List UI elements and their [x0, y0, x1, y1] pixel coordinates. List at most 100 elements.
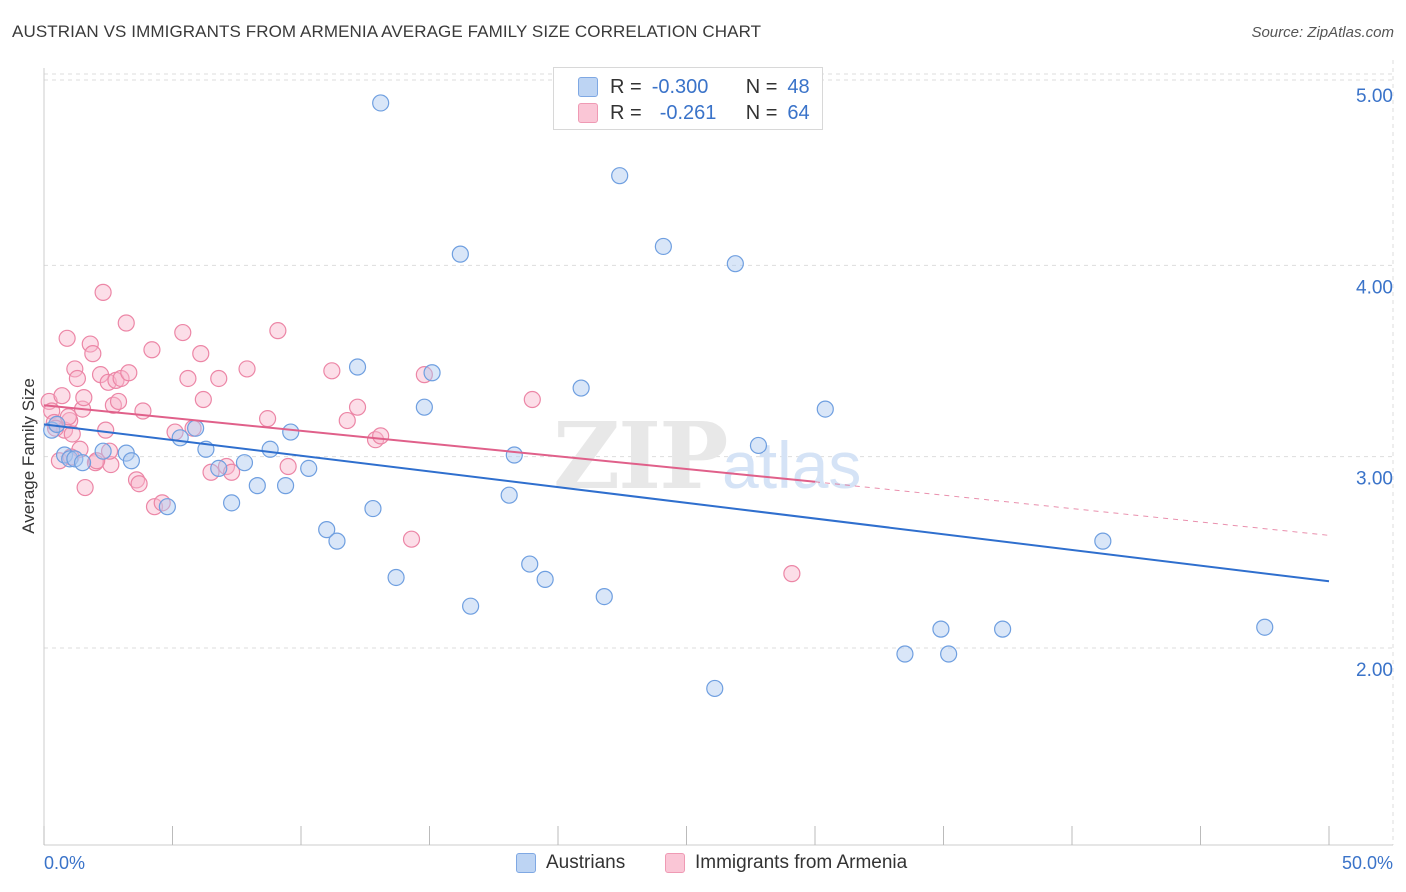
data-point-armenia: [68, 369, 87, 388]
data-point-armenia: [323, 362, 341, 380]
trend-line-austrians: [43, 423, 1330, 583]
data-point-austrians: [726, 255, 744, 273]
data-point-austrians: [348, 358, 367, 376]
data-point-austrians: [611, 167, 629, 185]
data-point-armenia: [100, 442, 119, 460]
axes: [43, 68, 1393, 846]
data-point-austrians: [282, 423, 300, 441]
y-tick-label: 4.00: [1356, 277, 1393, 298]
data-point-austrians: [61, 450, 79, 468]
data-point-armenia: [783, 565, 801, 583]
stats-n-value: 48: [787, 75, 810, 98]
legend-item-armenia[interactable]: Immigrants from Armenia: [665, 852, 907, 874]
data-point-austrians: [706, 679, 724, 698]
data-point-austrians: [210, 459, 228, 478]
data-point-armenia: [97, 421, 115, 439]
watermark-zip: ZIP: [553, 402, 726, 510]
data-point-austrians: [187, 419, 205, 437]
stats-n-label: N =: [745, 101, 778, 124]
data-point-austrians: [654, 237, 672, 256]
data-point-armenia: [269, 322, 287, 340]
trend-lines: [43, 404, 1330, 583]
legend-label-armenia: Immigrants from Armenia: [695, 852, 908, 873]
data-point-armenia: [238, 360, 256, 378]
stats-row-armenia: R = -0.261 N = 64: [578, 100, 810, 126]
stats-swatch-austrians: [578, 77, 598, 97]
data-point-austrians: [896, 645, 914, 663]
data-point-armenia: [179, 369, 197, 388]
data-point-armenia: [145, 498, 164, 516]
data-point-armenia: [372, 427, 390, 445]
data-point-austrians: [372, 94, 390, 112]
data-point-armenia: [402, 530, 421, 548]
data-point-armenia: [102, 455, 120, 474]
stats-r-label: R =: [610, 101, 642, 124]
data-point-austrians: [328, 532, 346, 550]
data-point-austrians: [415, 398, 433, 416]
data-point-armenia: [130, 475, 148, 493]
data-point-armenia: [192, 345, 210, 363]
legend-label-austrians: Austrians: [546, 852, 626, 873]
trend-line-armenia: [43, 404, 816, 483]
data-point-armenia: [76, 478, 94, 497]
data-point-austrians: [261, 440, 279, 458]
x-tick-label-start: 0.0%: [44, 853, 85, 873]
stats-r-value: -0.300: [651, 75, 709, 98]
data-point-armenia: [523, 390, 541, 409]
data-point-austrians: [462, 597, 480, 615]
x-tick-label-end: 50.0%: [1342, 853, 1393, 873]
data-point-armenia: [88, 452, 106, 470]
data-point-austrians: [276, 477, 295, 495]
data-point-austrians: [816, 400, 834, 418]
data-point-armenia: [143, 341, 161, 359]
watermark-atlas: atlas: [722, 428, 861, 502]
chart-title: AUSTRIAN VS IMMIGRANTS FROM ARMENIA AVER…: [12, 22, 762, 41]
data-point-austrians: [158, 498, 176, 516]
data-point-austrians: [387, 568, 405, 587]
data-point-armenia: [279, 457, 297, 476]
y-tick-label: 3.00: [1356, 469, 1393, 490]
data-point-armenia: [117, 314, 135, 332]
data-point-austrians: [73, 454, 92, 472]
stats-box: R = -0.300 N = 48 R = -0.261 N = 64: [553, 67, 823, 130]
data-point-armenia: [75, 389, 93, 407]
data-point-armenia: [194, 390, 212, 409]
data-point-austrians: [300, 459, 318, 478]
data-point-austrians: [171, 429, 189, 447]
data-point-austrians: [521, 555, 539, 573]
data-point-austrians: [451, 245, 469, 263]
y-tick-labels: 2.00 3.00 4.00 5.00: [1356, 86, 1393, 681]
data-point-armenia: [63, 425, 81, 443]
stats-r-value: -0.261: [659, 101, 717, 124]
data-point-armenia: [258, 410, 277, 428]
series-austrians: [43, 94, 1274, 698]
data-point-austrians: [248, 477, 266, 495]
legend-swatch-austrians: [516, 853, 536, 873]
data-point-armenia: [81, 335, 99, 353]
data-point-austrians: [364, 499, 382, 518]
legend: Austrians Immigrants from Armenia: [0, 852, 1406, 878]
stats-r-label: R =: [610, 75, 642, 98]
data-point-austrians: [536, 570, 554, 588]
stats-n-label: N =: [745, 75, 778, 98]
data-point-austrians: [66, 450, 84, 468]
data-point-austrians: [595, 587, 613, 606]
data-point-armenia: [338, 411, 356, 430]
data-point-armenia: [348, 398, 367, 416]
data-point-armenia: [120, 364, 138, 382]
stats-n-value: 64: [787, 101, 810, 124]
data-point-armenia: [210, 369, 228, 388]
data-point-austrians: [994, 620, 1012, 638]
y-tick-label: 2.00: [1356, 660, 1393, 681]
data-point-austrians: [223, 494, 241, 512]
legend-item-austrians[interactable]: Austrians: [516, 852, 625, 874]
data-point-armenia: [84, 345, 102, 363]
source-label: Source: ZipAtlas.com: [1251, 24, 1394, 41]
legend-swatch-armenia: [665, 853, 685, 873]
data-point-austrians: [235, 454, 254, 472]
data-point-armenia: [58, 329, 76, 347]
data-point-armenia: [202, 463, 220, 481]
stats-row-austrians: R = -0.300 N = 48: [578, 74, 810, 100]
data-point-austrians: [1094, 532, 1112, 550]
stats-swatch-armenia: [578, 103, 598, 123]
